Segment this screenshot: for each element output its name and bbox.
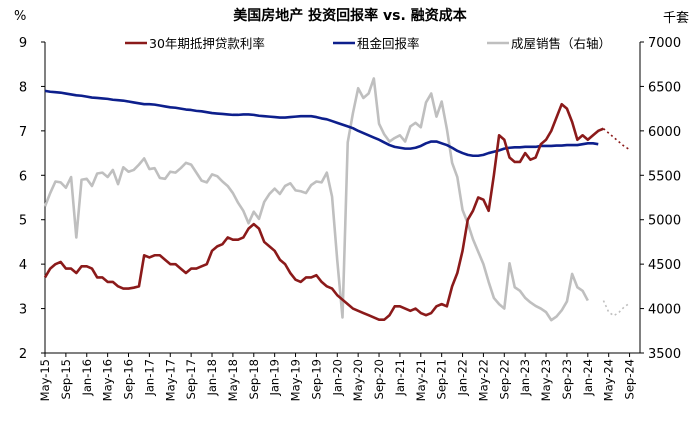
- x-tick-label: Jan-21: [393, 359, 407, 397]
- x-tick-label: May-22: [476, 359, 490, 401]
- x-tick-label: Sep-21: [435, 359, 449, 399]
- x-tick-label: Sep-18: [247, 359, 261, 399]
- legend-mortgage-rate-label: 30年期抵押贷款利率: [149, 36, 265, 51]
- right-y-tick-label: 5000: [648, 214, 681, 229]
- right-y-tick-label: 5500: [648, 169, 681, 184]
- left-y-tick-label: 9: [19, 36, 27, 51]
- x-tick-label: May-23: [539, 359, 553, 401]
- right-y-tick-label: 4000: [648, 303, 681, 318]
- x-tick-label: May-18: [226, 359, 240, 401]
- left-axis-unit: %: [14, 9, 26, 24]
- x-tick-label: Jan-16: [80, 359, 94, 397]
- x-tick-label: Sep-17: [184, 359, 198, 399]
- forecast-line-mortgage-rate: [602, 128, 630, 151]
- left-y-tick-label: 5: [19, 214, 27, 229]
- forecast-line-sales: [602, 300, 631, 317]
- x-tick-label: Sep-16: [122, 359, 136, 399]
- x-tick-label: May-17: [163, 359, 177, 401]
- x-tick-label: Jan-17: [142, 359, 156, 397]
- x-tick-label: Sep-22: [497, 359, 511, 399]
- legend-rent-yield-label: 租金回报率: [357, 36, 420, 51]
- x-tick-label: May-24: [602, 359, 616, 401]
- legend: 30年期抵押贷款利率 租金回报率 成屋销售（右轴）: [125, 36, 611, 51]
- x-tick-label: Sep-23: [560, 359, 574, 399]
- left-y-tick-label: 4: [19, 258, 27, 273]
- x-tick-label: Jan-18: [205, 359, 219, 397]
- series-line-rent-yield: [44, 89, 599, 158]
- x-tick-label: Sep-24: [623, 359, 637, 399]
- left-y-tick-label: 3: [19, 303, 27, 318]
- x-tick-label: Jan-24: [581, 359, 595, 397]
- x-tick-label: Sep-20: [372, 359, 386, 399]
- right-y-tick-label: 4500: [648, 258, 681, 273]
- left-y-tick-label: 7: [19, 125, 27, 140]
- x-tick-label: May-19: [289, 359, 303, 401]
- x-tick-label: Jan-22: [456, 359, 470, 397]
- right-y-tick-label: 6000: [648, 125, 681, 140]
- right-y-tick-label: 3500: [648, 347, 681, 362]
- x-tick-label: May-21: [414, 359, 428, 401]
- series-line-mortgage-rate: [43, 102, 604, 321]
- right-axis-unit: 千套: [663, 10, 689, 26]
- series-line-sales: [43, 77, 589, 322]
- left-y-tick-label: 6: [19, 169, 27, 184]
- x-tick-label: Jan-19: [268, 359, 282, 397]
- plot-layer: 2 3 4 5 6 7 8 9 3500 4000 4500 5000 5500 6000 6500 7000…: [19, 36, 681, 401]
- left-y-tick-label: 8: [19, 80, 27, 95]
- chart-title: 美国房地产 投资回报率 vs. 融资成本: [233, 7, 467, 24]
- x-tick-label: Jan-20: [330, 359, 344, 397]
- x-tick-label: May-15: [38, 359, 52, 401]
- left-y-tick-label: 2: [19, 347, 27, 362]
- x-tick-label: May-16: [101, 359, 115, 401]
- legend-sales-label: 成屋销售（右轴）: [511, 36, 611, 51]
- right-y-tick-label: 7000: [648, 36, 681, 51]
- x-tick-label: Jan-23: [518, 359, 532, 397]
- x-tick-label: Sep-15: [59, 359, 73, 399]
- x-tick-label: May-20: [351, 359, 365, 401]
- right-y-tick-label: 6500: [648, 80, 681, 95]
- x-tick-label: Sep-19: [309, 359, 323, 399]
